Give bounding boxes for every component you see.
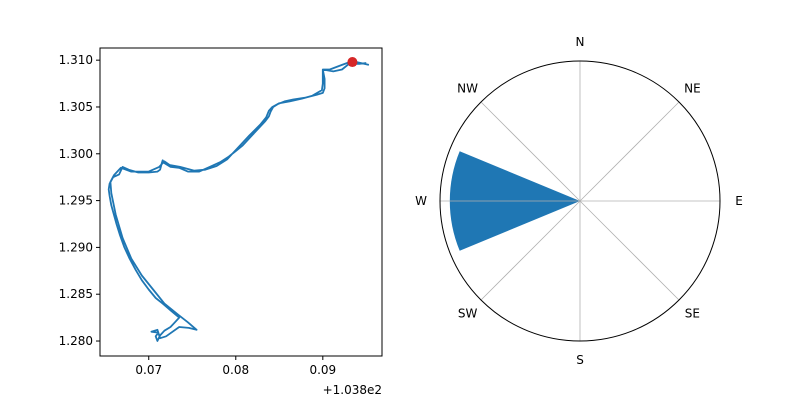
direction-label-s: S [576,353,584,367]
polar-direction-labels: N NE E SE S SW W NW [415,35,743,367]
y-tick-label: 1.295 [59,194,93,208]
y-tick-label: 1.280 [59,334,93,348]
direction-label-n: N [576,35,585,49]
polar-grid-line [480,101,581,202]
polar-grid-line [579,200,680,301]
route-line [107,60,370,342]
y-tick-label: 1.285 [59,287,93,301]
x-tick-label: 0.09 [309,363,336,377]
polar-outer-circle [439,60,721,342]
route-endpoint-marker [347,57,358,68]
y-axis-ticks: 1.280 1.285 1.290 1.295 1.300 1.305 1.310 [59,53,100,348]
y-tick-label: 1.305 [59,100,93,114]
x-axis-offset-label: +1.038e2 [323,383,382,397]
line-chart-series-group [107,57,370,342]
direction-label-w: W [415,194,427,208]
route-line-chart: 0.07 0.08 0.09 1.2801.2851.2901.2951.3001.… [59,47,383,397]
x-tick-label: 0.07 [135,363,162,377]
y-tick-label: 1.300 [59,147,93,161]
line-chart-axes-frame [99,47,383,357]
polar-grid-group [440,61,720,341]
polar-grid-line [480,200,581,301]
x-axis-ticks: 0.07 0.08 0.09 [135,356,336,377]
direction-label-e: E [735,194,743,208]
y-tick-label: 1.310 [59,53,93,67]
x-tick-label: 0.08 [222,363,249,377]
polar-grid-line [579,101,680,202]
direction-polar-chart: N NE E SE S SW W NW [415,35,743,367]
y-tick-label: 1.290 [59,240,93,254]
direction-label-nw: NW [457,82,478,96]
direction-label-ne: NE [684,82,701,96]
direction-label-sw: SW [458,306,478,320]
direction-label-se: SE [685,306,700,320]
